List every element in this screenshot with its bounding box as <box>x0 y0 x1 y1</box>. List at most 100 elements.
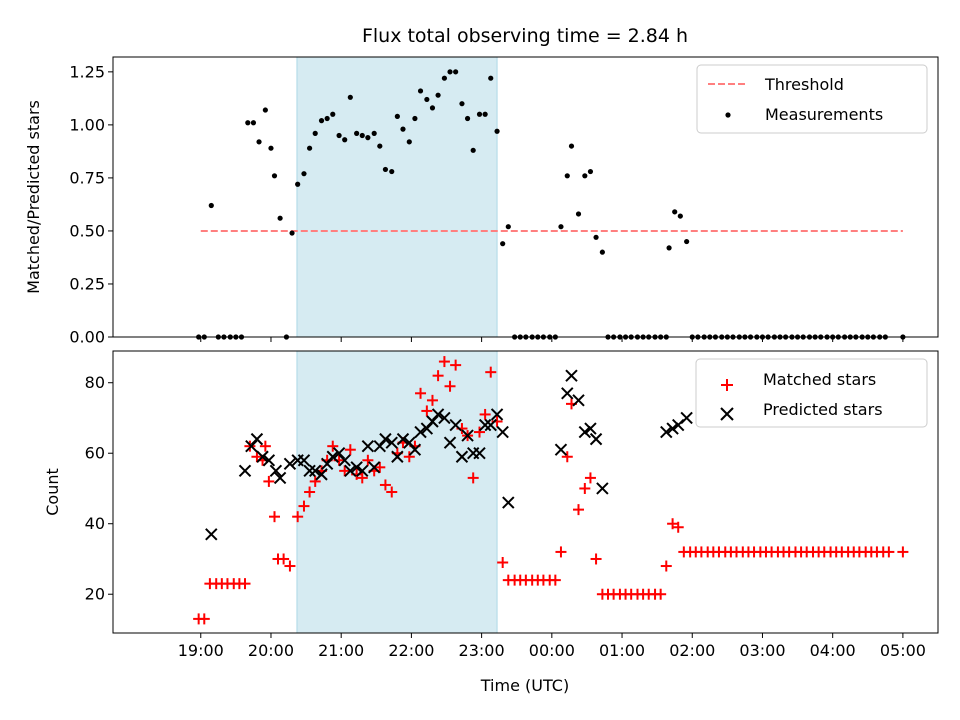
bottom-y-axis-label: Count <box>43 468 62 516</box>
matched-star-point <box>298 500 310 512</box>
measurement-point <box>505 224 511 230</box>
measurement-point <box>295 181 301 187</box>
matched-star-point <box>251 451 263 463</box>
top-x-axis-ticks <box>200 337 904 342</box>
measurement-point <box>424 96 430 103</box>
measurement-point <box>599 249 605 255</box>
matched-star-point <box>549 574 561 586</box>
matched-star-point <box>883 546 895 558</box>
measurement-point <box>447 69 453 75</box>
matched-star-point <box>667 518 679 530</box>
measurement-point <box>347 94 353 100</box>
predicted-star-point <box>565 369 578 382</box>
top-y-axis-label: Matched/Predicted stars <box>24 100 43 294</box>
matched-star-point <box>579 482 591 494</box>
predicted-star-point <box>584 422 597 435</box>
predicted-star-point <box>338 454 351 467</box>
bottom-y-tick-label: 80 <box>85 373 105 392</box>
measurement-point <box>354 130 360 136</box>
matched-star-point <box>573 504 585 516</box>
measurement-point <box>377 143 383 149</box>
bottom-plot-frame <box>112 350 939 634</box>
predicted-star-point <box>315 468 328 481</box>
predicted-star-point <box>473 447 486 460</box>
top-highlight-span <box>296 56 498 338</box>
x-tick-label: 20:00 <box>248 641 294 660</box>
predicted-star-point <box>320 457 334 471</box>
predicted-star-point <box>391 450 404 463</box>
bottom-y-tick-label: 40 <box>85 514 105 533</box>
measurement-point <box>365 135 371 141</box>
matched-star-point <box>386 486 398 498</box>
measurement-point <box>268 145 274 151</box>
predicted-star-point <box>273 471 287 485</box>
predicted-star-point <box>572 394 585 407</box>
measurement-point <box>382 166 389 173</box>
measurement-point <box>488 75 494 81</box>
legend-predicted-label: Predicted stars <box>763 400 883 419</box>
matched-star-point <box>379 479 391 491</box>
top-plot-frame <box>112 56 939 338</box>
measurement-point <box>342 137 348 143</box>
measurement-point <box>564 173 570 179</box>
predicted-star-point <box>478 418 492 432</box>
predicted-star-point <box>431 408 445 421</box>
legend-predicted-swatch <box>720 407 734 421</box>
measurement-point <box>277 215 283 221</box>
matched-star-point <box>660 560 672 572</box>
matched-star-point <box>474 426 486 438</box>
measurement-point <box>684 238 690 245</box>
bottom-y-tick-label: 20 <box>85 585 105 604</box>
predicted-star-point <box>420 422 434 435</box>
matched-star-point <box>485 366 497 378</box>
predicted-star-point <box>356 464 369 478</box>
predicted-star-point <box>361 439 375 453</box>
bottom-y-tick-label: 60 <box>85 444 105 463</box>
measurement-point <box>575 211 582 217</box>
predicted-star-point <box>367 461 381 474</box>
matched-star-point <box>479 408 491 420</box>
matched-star-point <box>467 472 479 484</box>
predicted-star-point <box>596 482 609 495</box>
top-y-tick-label: 0.50 <box>69 221 105 240</box>
measurement-point <box>417 88 424 94</box>
matched-star-point <box>309 475 321 487</box>
predicted-star-point <box>554 443 568 456</box>
matched-star-point <box>198 613 210 625</box>
measurement-point <box>301 171 307 177</box>
predicted-star-point <box>326 450 339 463</box>
x-tick-label: 19:00 <box>178 641 224 660</box>
measurement-point <box>582 173 588 179</box>
predicted-star-point <box>461 429 474 442</box>
predicted-star-point <box>408 443 422 456</box>
top-y-tick-label: 1.00 <box>69 115 105 134</box>
matched-star-point <box>239 578 251 590</box>
predicted-star-point <box>496 425 509 439</box>
predicted-star-point <box>484 418 497 432</box>
matched-star-point <box>450 359 462 371</box>
measurement-point <box>587 168 594 175</box>
measurement-point <box>312 130 318 136</box>
matched-star-point <box>672 521 684 533</box>
predicted-star-point <box>303 464 316 478</box>
predicted-star-point <box>297 454 311 467</box>
predicted-star-point <box>245 439 258 453</box>
x-tick-label: 00:00 <box>529 641 575 660</box>
predicted-star-point <box>396 432 410 446</box>
x-tick-label: 03:00 <box>739 641 785 660</box>
measurement-point <box>306 145 313 151</box>
measurement-point <box>330 111 336 117</box>
predicted-star-point <box>269 464 283 478</box>
predicted-star-point <box>680 411 693 425</box>
top-panel: 0.00 0.25 0.50 0.75 1.00 1.25 Flux total obse… <box>24 25 939 347</box>
measurement-point <box>289 230 295 236</box>
matched-star-point <box>432 370 444 382</box>
measurement-point <box>250 120 257 126</box>
bottom-series-layer <box>193 356 909 625</box>
top-y-tick-label: 1.25 <box>69 62 105 81</box>
x-axis-label: Time (UTC) <box>480 676 569 695</box>
measurement-point <box>500 241 506 247</box>
measurement-point <box>672 209 678 215</box>
measurement-point <box>476 111 483 117</box>
measurement-point <box>271 173 278 179</box>
